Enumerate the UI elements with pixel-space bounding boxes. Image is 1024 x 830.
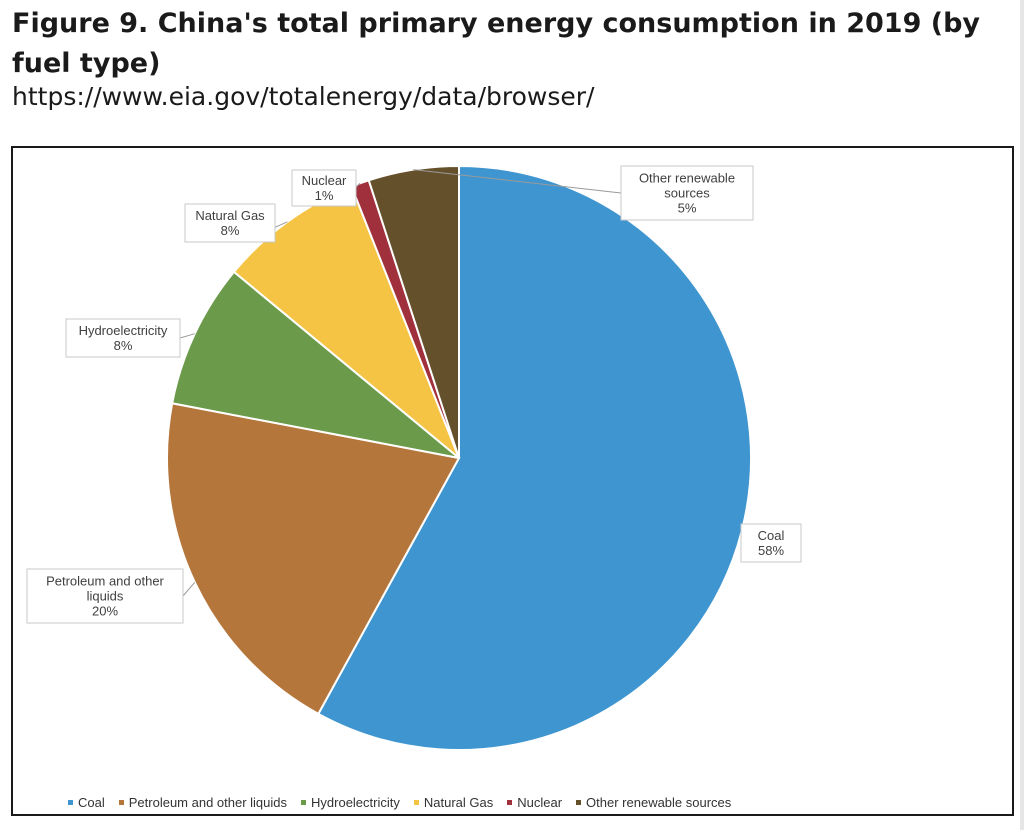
data-label-other-renewables: Other renewable sources 5% bbox=[639, 171, 735, 216]
figure-title: Figure 9. China's total primary energy c… bbox=[12, 8, 981, 79]
data-label-coal: Coal 58% bbox=[758, 528, 785, 558]
legend-label-nuclear: Nuclear bbox=[517, 794, 563, 810]
legend-swatch-other-renewables bbox=[576, 799, 582, 805]
legend-item-petroleum: Petroleum and other liquids bbox=[118, 794, 288, 810]
data-label-natural-gas: Natural Gas 8% bbox=[195, 208, 265, 238]
leader-line-hydro bbox=[179, 333, 195, 339]
data-label-box-other-renewables bbox=[620, 165, 754, 221]
data-label-box-nuclear bbox=[291, 169, 357, 207]
legend-swatch-hydro bbox=[301, 799, 307, 805]
data-label-hydro: Hydroelectricity 8% bbox=[79, 323, 168, 353]
legend-item-coal: Coal bbox=[68, 795, 105, 810]
legend-item-other-renewables: Other renewable sources bbox=[576, 795, 731, 810]
legend-item-nuclear: Nuclear bbox=[507, 795, 562, 810]
legend-label-hydro: Hydroelectricity bbox=[311, 794, 400, 810]
data-label-petroleum: Petroleum and other liquids 20% bbox=[46, 574, 164, 619]
data-label-box-hydro bbox=[65, 318, 181, 358]
chart-legend: Coal Petroleum and other liquids Hydroelec… bbox=[68, 794, 745, 810]
legend-label-natural-gas: Natural Gas bbox=[423, 794, 494, 810]
legend-swatch-nuclear bbox=[507, 799, 513, 805]
page-edge bbox=[1020, 0, 1024, 830]
data-label-nuclear: Nuclear 1% bbox=[302, 173, 347, 203]
data-label-box-natural-gas bbox=[184, 203, 276, 243]
legend-label-coal: Coal bbox=[78, 794, 105, 810]
source-url: https://www.eia.gov/totalenergy/data/bro… bbox=[12, 82, 595, 111]
pie-slice-hydro bbox=[171, 270, 460, 459]
leader-line-petroleum bbox=[182, 581, 196, 597]
pie-chart: Coal 58% Petroleum and other liquids 20% Hydr… bbox=[26, 164, 802, 751]
legend-label-petroleum: Petroleum and other liquids bbox=[128, 794, 288, 810]
legend-item-hydro: Hydroelectricity bbox=[301, 795, 400, 810]
legend-label-other-renewables: Other renewable sources bbox=[586, 794, 732, 810]
legend-swatch-coal bbox=[68, 799, 73, 805]
data-label-box-coal bbox=[740, 523, 802, 563]
chart-frame: Coal 58% Petroleum and other liquids 20% Hydr… bbox=[11, 146, 1014, 816]
data-label-box-petroleum bbox=[26, 568, 184, 624]
legend-item-natural-gas: Natural Gas bbox=[413, 794, 494, 810]
legend-swatch-petroleum bbox=[118, 799, 124, 805]
leader-line-other-renewables bbox=[413, 169, 622, 194]
legend-swatch-natural-gas bbox=[413, 799, 419, 805]
